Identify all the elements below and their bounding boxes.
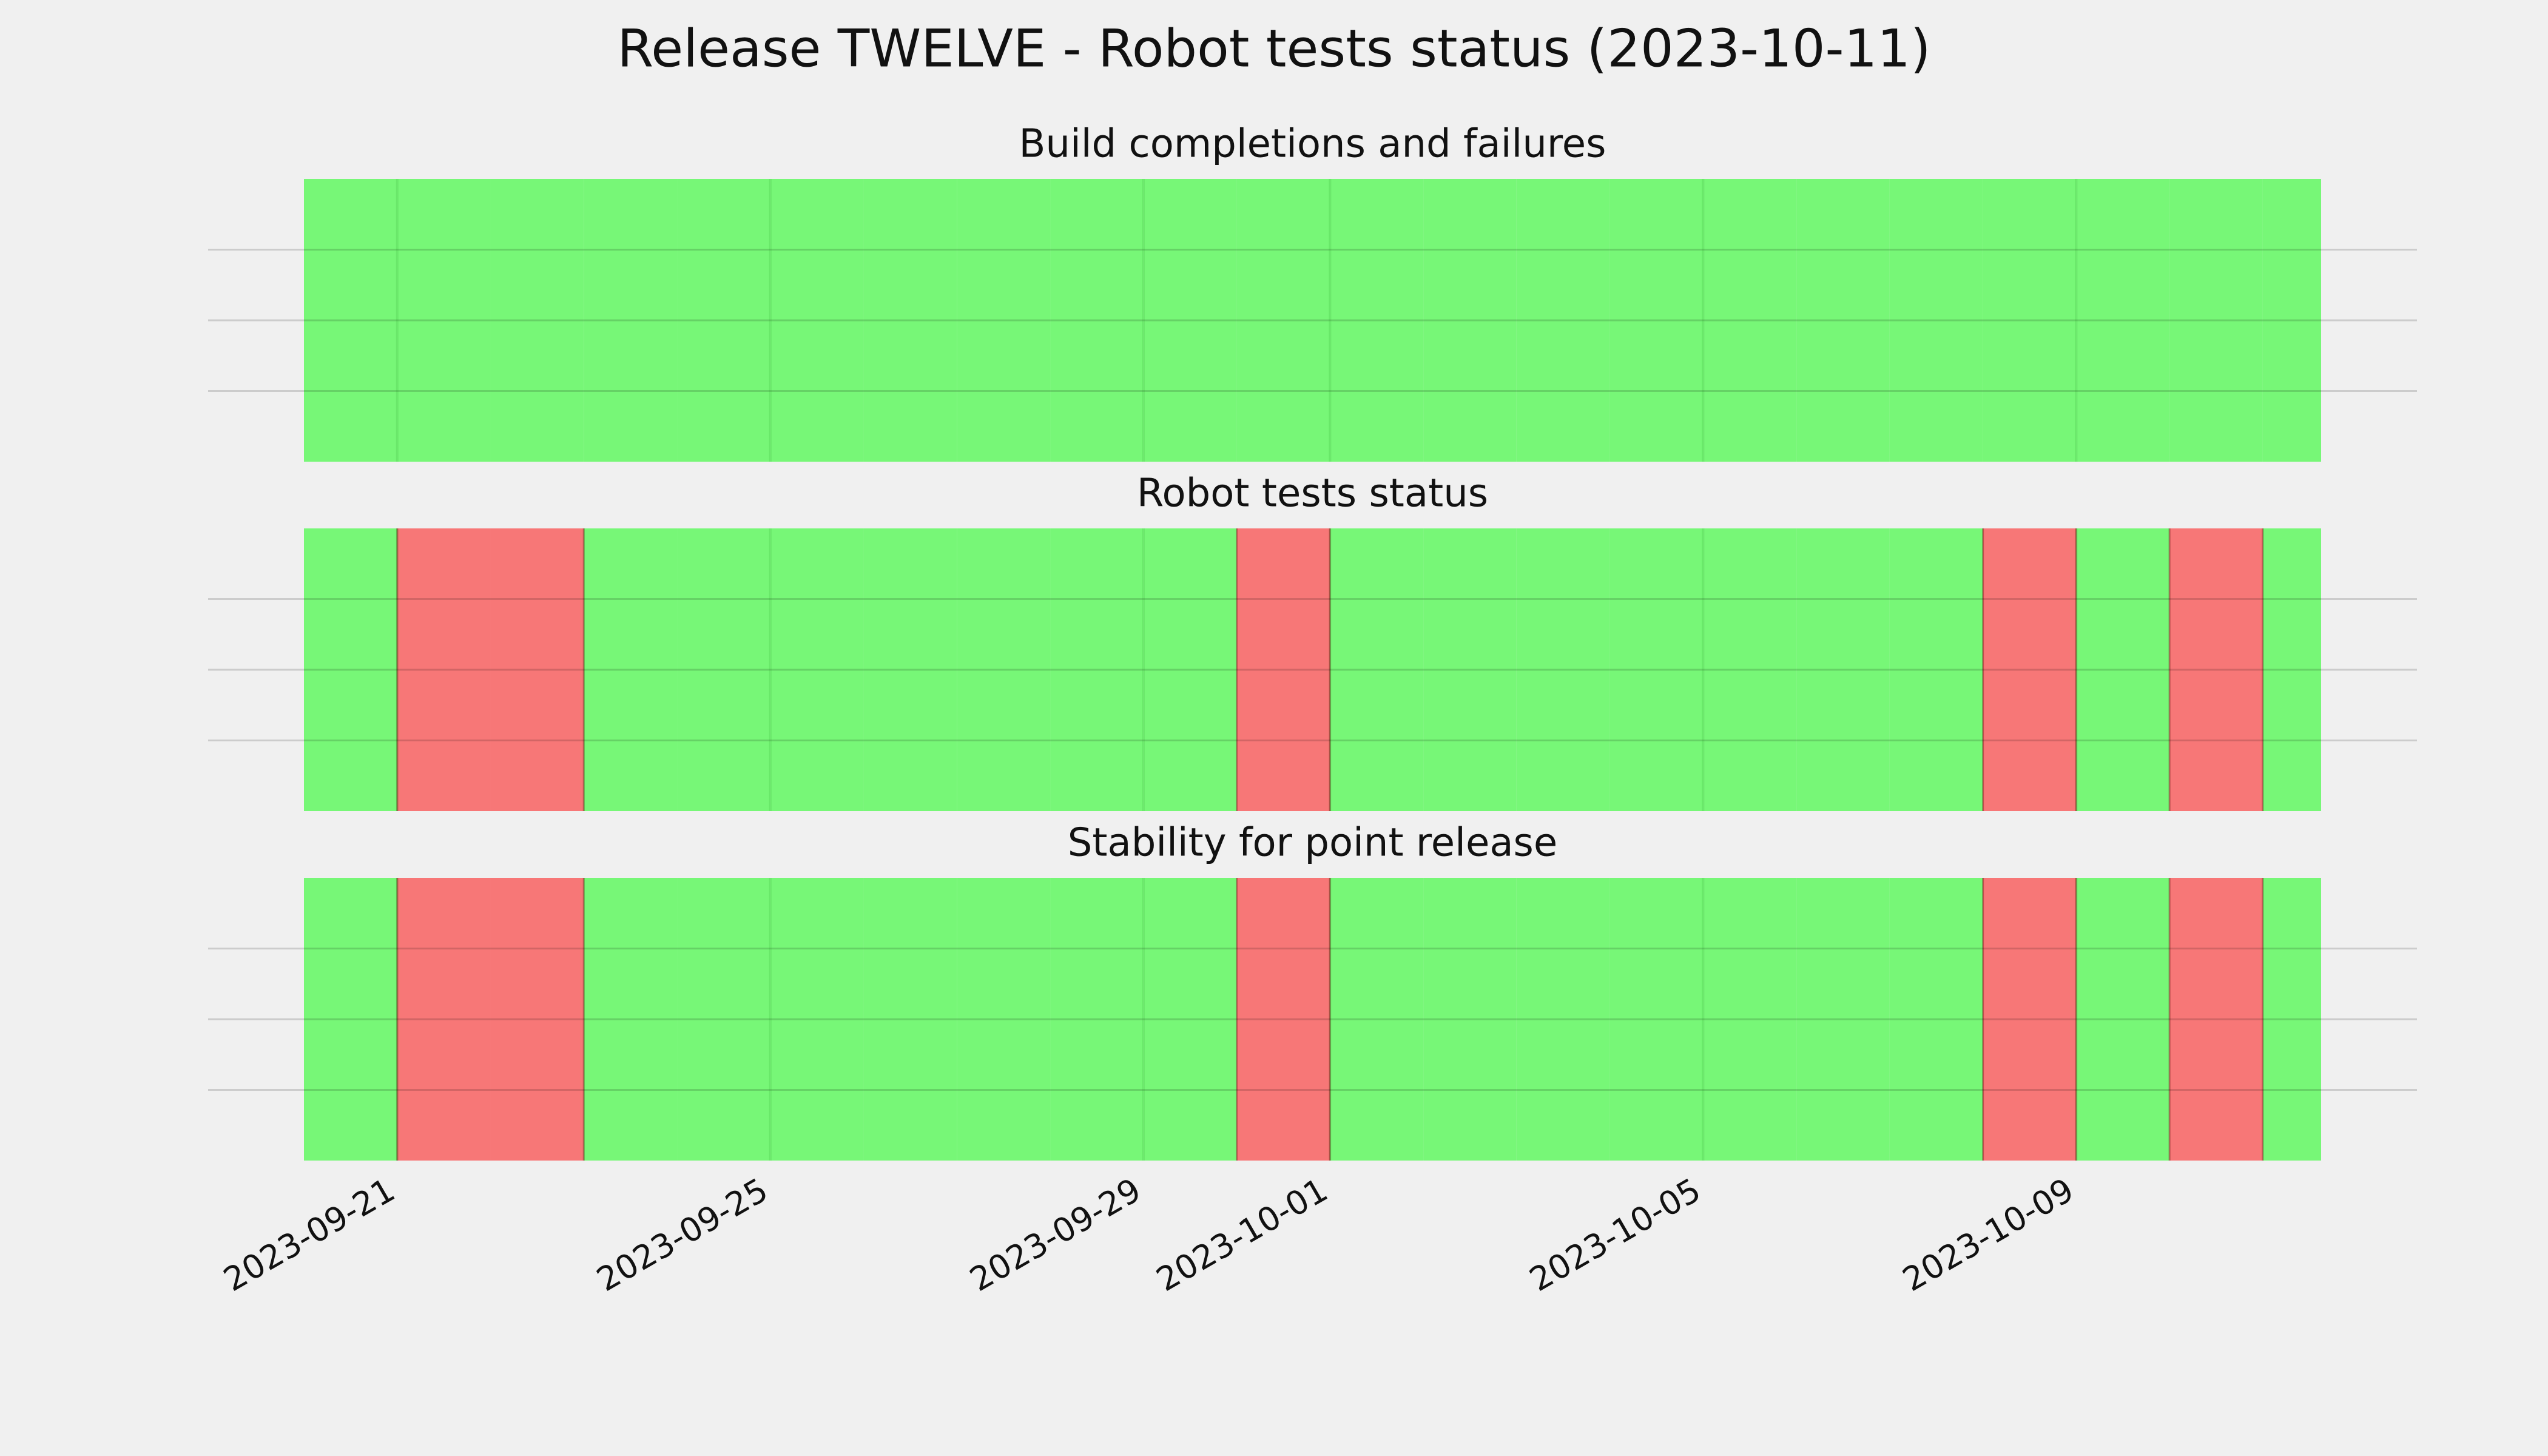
status-segment [2076, 179, 2170, 462]
status-segment [584, 179, 678, 462]
panel-title: Stability for point release [1068, 821, 1558, 866]
status-segment [863, 528, 957, 811]
status-segment [1050, 179, 1144, 462]
status-segment [957, 878, 1051, 1161]
status-segment [1143, 179, 1237, 462]
status-segment [2169, 179, 2263, 462]
status-segment [1330, 878, 1424, 1161]
panel-title: Build completions and failures [1019, 122, 1606, 167]
status-segment [1983, 528, 2077, 811]
status-segment [1609, 179, 1704, 462]
status-segment [2262, 179, 2321, 462]
status-segment [584, 878, 678, 1161]
status-segment [2076, 878, 2170, 1161]
status-segment [863, 878, 957, 1161]
status-segment [1983, 179, 2077, 462]
status-segment [490, 179, 584, 462]
status-segment [1516, 878, 1610, 1161]
status-segment [1423, 528, 1517, 811]
status-segment [1050, 878, 1144, 1161]
status-segment [863, 179, 957, 462]
status-segment [1703, 528, 1797, 811]
status-segment [490, 528, 584, 811]
status-segment [1236, 179, 1330, 462]
status-segment [1516, 528, 1610, 811]
status-segment [1983, 878, 2077, 1161]
status-segment [1703, 179, 1797, 462]
status-segment [1423, 878, 1517, 1161]
status-segment [1330, 528, 1424, 811]
status-segment [397, 878, 491, 1161]
panel-title: Robot tests status [1137, 471, 1488, 516]
status-segment [2262, 878, 2321, 1161]
status-segment [1330, 179, 1424, 462]
status-segment [957, 528, 1051, 811]
status-segment [397, 528, 491, 811]
status-segment [304, 179, 397, 462]
status-segment [677, 179, 770, 462]
status-segment [1516, 179, 1610, 462]
status-segment [677, 528, 770, 811]
status-segment [2169, 528, 2263, 811]
status-segment [770, 878, 864, 1161]
status-segment [304, 528, 397, 811]
status-segment [2076, 528, 2170, 811]
status-segment [1796, 878, 1890, 1161]
status-segment [1050, 528, 1144, 811]
status-segment [1889, 528, 1983, 811]
status-segment [1889, 878, 1983, 1161]
status-segment [584, 528, 678, 811]
status-segment [1236, 528, 1330, 811]
status-segment [1889, 179, 1983, 462]
status-segment [1423, 179, 1517, 462]
status-segment [1796, 179, 1890, 462]
status-segment [1143, 878, 1237, 1161]
status-segment [2169, 878, 2263, 1161]
status-segment [1143, 528, 1237, 811]
status-segment [2262, 528, 2321, 811]
status-segment [770, 179, 864, 462]
status-segment [770, 528, 864, 811]
status-segment [1609, 878, 1704, 1161]
status-segment [677, 878, 770, 1161]
status-segment [1236, 878, 1330, 1161]
status-segment [1796, 528, 1890, 811]
status-segment [957, 179, 1051, 462]
chart-title: Release TWELVE - Robot tests status (202… [617, 18, 1930, 79]
status-segment [304, 878, 397, 1161]
status-segment [1609, 528, 1704, 811]
status-segment [397, 179, 491, 462]
status-segment [490, 878, 584, 1161]
status-segment [1703, 878, 1797, 1161]
